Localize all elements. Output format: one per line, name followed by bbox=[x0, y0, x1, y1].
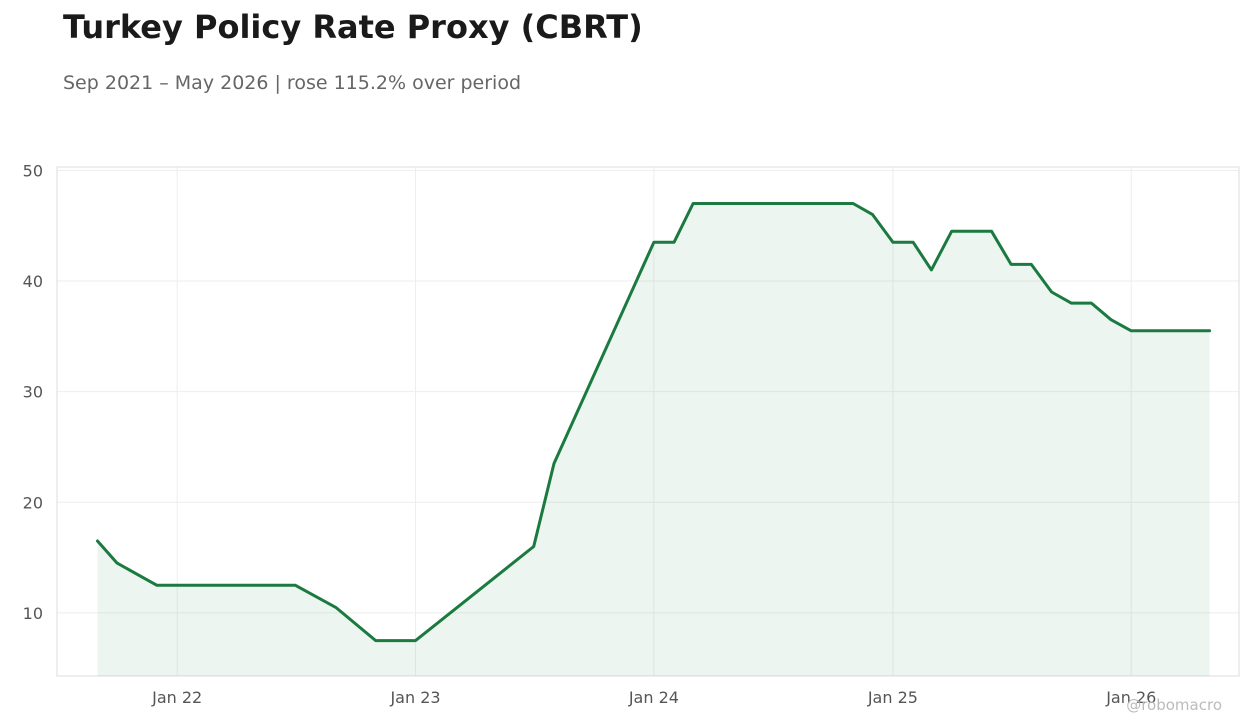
credit-watermark: @robomacro bbox=[1126, 696, 1222, 714]
x-axis: Jan 22 Jan 23 Jan 24 Jan 25 Jan 26 bbox=[151, 688, 1156, 707]
y-tick-label: 10 bbox=[23, 604, 43, 623]
series-area bbox=[97, 203, 1210, 676]
y-axis: 10 20 30 40 50 bbox=[23, 161, 43, 623]
y-tick-label: 40 bbox=[23, 272, 43, 291]
y-tick-label: 50 bbox=[23, 161, 43, 180]
x-tick-label: Jan 26 bbox=[1105, 688, 1156, 707]
x-tick-label: Jan 25 bbox=[867, 688, 918, 707]
chart-subtitle: Sep 2021 – May 2026 | rose 115.2% over p… bbox=[63, 72, 522, 94]
chart-title: Turkey Policy Rate Proxy (CBRT) bbox=[63, 8, 643, 46]
x-tick-label: Jan 24 bbox=[628, 688, 679, 707]
x-tick-label: Jan 23 bbox=[389, 688, 440, 707]
series-line bbox=[96, 202, 1212, 643]
y-tick-label: 20 bbox=[23, 493, 43, 512]
x-tick-label: Jan 22 bbox=[151, 688, 202, 707]
y-tick-label: 30 bbox=[23, 383, 43, 402]
plot-frame bbox=[56, 166, 1240, 677]
